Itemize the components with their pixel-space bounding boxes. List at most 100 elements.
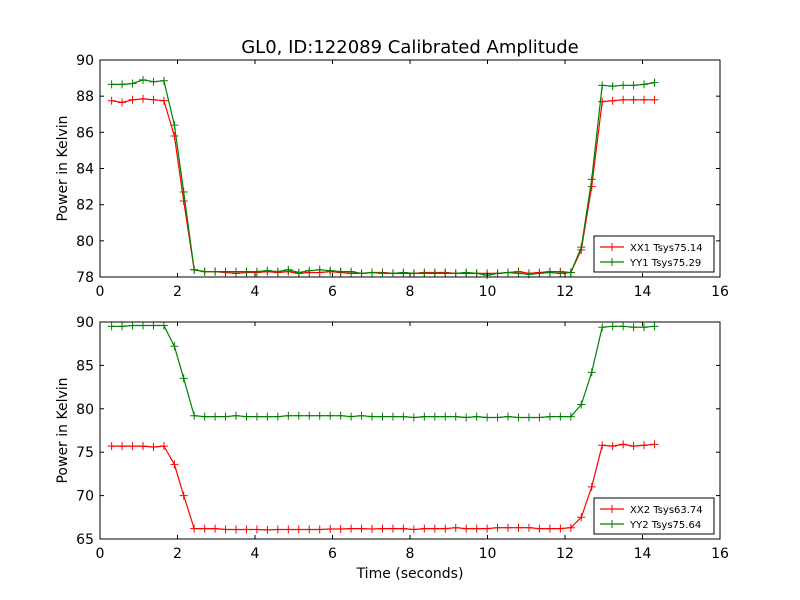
- plot-2-series-2-point: [357, 411, 366, 420]
- plot-2-legend-marker-1: [608, 505, 616, 513]
- plot-2-series-2-point: [640, 323, 649, 332]
- plot-2-x-tick-label: 2: [173, 546, 182, 562]
- plot-1-series-2-point: [242, 267, 251, 276]
- plot-1-x-tick-label: 10: [479, 284, 497, 300]
- plot-2-x-tick-label: 6: [328, 546, 337, 562]
- plot-2-series-2-point: [273, 412, 282, 421]
- plot-2-series-1-point: [336, 525, 345, 534]
- plot-1-series-2-point: [170, 121, 179, 130]
- plot-1-series-2-point: [650, 78, 659, 87]
- plot-2-x-tick-label: 16: [711, 546, 729, 562]
- plot-1-series-1-point: [149, 95, 158, 104]
- plot-2-series-1-point: [128, 442, 137, 451]
- plot-2-series-1-point: [139, 442, 148, 451]
- plot-1-series-2-point: [149, 77, 158, 86]
- plot-2-series-1-point: [399, 524, 408, 533]
- plot-1-series-1-point: [640, 95, 649, 104]
- plot-1-x-tick-label: 2: [173, 284, 182, 300]
- plot-1-legend-marker-2: [608, 258, 616, 266]
- plot-2-series-1-point: [170, 460, 179, 469]
- plot-2-series-2-point: [232, 411, 241, 420]
- plot-2-series-1-point: [190, 524, 199, 533]
- plot-2-series-2-point: [315, 411, 324, 420]
- plot-2-series-1-point: [640, 441, 649, 450]
- plot-1-series-2-point: [441, 269, 450, 278]
- plot-1-series-2-point: [462, 268, 471, 277]
- plot-2-series-2-point: [483, 413, 492, 422]
- plot-2-series-2-point: [159, 321, 168, 330]
- plot-1-series-2-point: [545, 268, 554, 277]
- plot-2-series-1-point: [524, 523, 533, 532]
- plot-1-y-tick-label: 82: [76, 198, 94, 214]
- plot-2-series-2-point: [107, 322, 116, 331]
- plot-1-series-1-point: [650, 95, 659, 104]
- plot-2-legend-label-1: XX2 Tsys63.74: [630, 505, 703, 516]
- plot-2-series-1-point: [472, 524, 481, 533]
- plot-2-series-1-point: [441, 524, 450, 533]
- plot-1-series-2-point: [221, 267, 230, 276]
- plot-2-series-2-point: [305, 411, 314, 420]
- plot-2-series-1-point: [273, 525, 282, 534]
- plot-2-legend: XX2 Tsys63.74 YY2 Tsys75.64: [593, 497, 715, 535]
- plot-1-series-2-point: [566, 268, 575, 277]
- plot-2-series-1-point: [107, 442, 116, 451]
- plot-2-series-1-point: [535, 524, 544, 533]
- plot-1-series-2-point: [368, 268, 377, 277]
- plot-1-series-2-point: [535, 269, 544, 278]
- plot-1-y-tick-label: 88: [76, 89, 94, 105]
- plot-1-series-2-point: [326, 266, 335, 275]
- plot-2-series-2-point: [170, 342, 179, 351]
- plot-1-series-2-point: [190, 265, 199, 274]
- plot-1-series-1-point: [139, 94, 148, 103]
- plot-1-series-1-point: [608, 96, 617, 105]
- plot-2-series-1-point: [284, 525, 293, 534]
- plot-1-series-1-point: [118, 98, 127, 107]
- plot-1-series-2-point: [252, 267, 261, 276]
- plot-2-series-1-point: [211, 524, 220, 533]
- plot-1-series-2-point: [378, 269, 387, 278]
- plot-2-series-1-point: [294, 525, 303, 534]
- plot-2-y-tick-label: 80: [76, 402, 94, 418]
- plot-2-series-1-point: [305, 525, 314, 534]
- plot-1-series-2-point: [451, 269, 460, 278]
- plot-2-series-2-point: [587, 368, 596, 377]
- plot-2-series-2-point: [149, 321, 158, 330]
- plot-2-series-2-point: [336, 411, 345, 420]
- plot-2-series-2-point: [200, 412, 209, 421]
- plot-2: 0 2 4 6 8 10 12 14 16 65 70 75 80 85 90 Power in Kelvin…: [55, 315, 729, 562]
- plot-2-series-1-point: [566, 523, 575, 532]
- plot-2-series-1-point: [263, 525, 272, 534]
- plot-1-series-2-point: [493, 269, 502, 278]
- plot-1-legend-marker-1: [608, 243, 616, 251]
- plot-2-series-2-point: [252, 412, 261, 421]
- plot-1-y-tick-label: 84: [76, 162, 94, 178]
- plot-1-x-tick-label: 0: [96, 284, 105, 300]
- plot-2-series-1-point: [619, 440, 628, 449]
- plot-2-series-2-point: [619, 322, 628, 331]
- plot-1-series-2-point: [315, 265, 324, 274]
- plot-1-series-2-point: [619, 81, 628, 90]
- plot-2-series-2-point: [650, 322, 659, 331]
- plot-2-series-2-point: [242, 412, 251, 421]
- plot-1-series-1-point: [619, 95, 628, 104]
- plot-1-series-2-point: [107, 80, 116, 89]
- plot-2-series-1-point: [388, 524, 397, 533]
- plot-1-series-2-point: [430, 269, 439, 278]
- plot-1: 0 2 4 6 8 10 12 14 16 78 80 82 84 86 88 90 Power in Kelv…: [55, 53, 729, 300]
- plot-2-series-2-point: [545, 412, 554, 421]
- plot-1-series-2-point: [336, 267, 345, 276]
- plot-1-series-2-point: [556, 269, 565, 278]
- plot-2-series-2-point: [388, 412, 397, 421]
- plot-2-series-2-point: [284, 411, 293, 420]
- plot-1-series-2-point: [200, 267, 209, 276]
- plot-1-series-1-point: [179, 197, 188, 206]
- plot-1-series-2-point: [232, 267, 241, 276]
- plot-2-series-1-point: [420, 524, 429, 533]
- plot-2-series-2-point: [566, 412, 575, 421]
- plot-1-series-2-point: [357, 269, 366, 278]
- plot-2-y-tick-label: 90: [76, 315, 94, 331]
- plot-2-series-2-point: [399, 412, 408, 421]
- plot-2-series-1-point: [514, 523, 523, 532]
- plot-2-series-2-point: [378, 412, 387, 421]
- plot-2-series-2-point: [472, 412, 481, 421]
